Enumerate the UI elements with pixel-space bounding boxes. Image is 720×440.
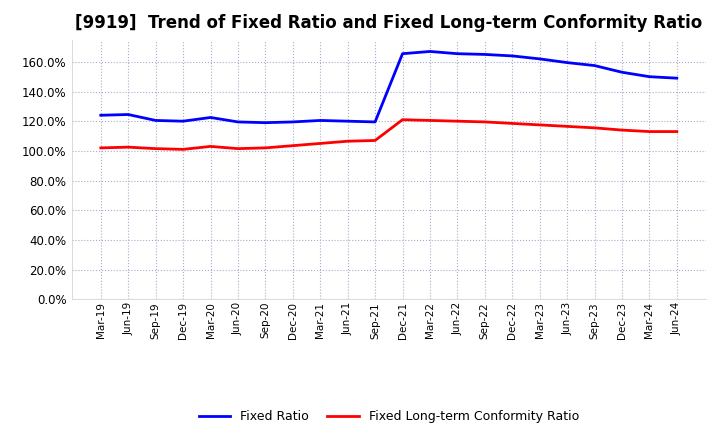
Line: Fixed Long-term Conformity Ratio: Fixed Long-term Conformity Ratio <box>101 120 677 149</box>
Fixed Long-term Conformity Ratio <box>590 125 599 131</box>
Fixed Ratio <box>179 118 187 124</box>
Title: [9919]  Trend of Fixed Ratio and Fixed Long-term Conformity Ratio: [9919] Trend of Fixed Ratio and Fixed Lo… <box>75 15 703 33</box>
Fixed Ratio <box>480 52 489 57</box>
Fixed Long-term Conformity Ratio <box>453 118 462 124</box>
Fixed Ratio <box>453 51 462 56</box>
Fixed Ratio <box>151 118 160 123</box>
Fixed Long-term Conformity Ratio <box>179 147 187 152</box>
Fixed Ratio <box>289 119 297 125</box>
Fixed Ratio <box>508 53 516 59</box>
Fixed Long-term Conformity Ratio <box>672 129 681 134</box>
Fixed Long-term Conformity Ratio <box>206 144 215 149</box>
Fixed Long-term Conformity Ratio <box>151 146 160 151</box>
Fixed Ratio <box>536 56 544 62</box>
Fixed Long-term Conformity Ratio <box>536 122 544 128</box>
Fixed Ratio <box>672 76 681 81</box>
Fixed Long-term Conformity Ratio <box>289 143 297 148</box>
Fixed Long-term Conformity Ratio <box>316 141 325 146</box>
Fixed Ratio <box>398 51 407 56</box>
Fixed Ratio <box>124 112 132 117</box>
Fixed Ratio <box>343 118 352 124</box>
Fixed Long-term Conformity Ratio <box>618 128 626 133</box>
Fixed Long-term Conformity Ratio <box>233 146 242 151</box>
Fixed Ratio <box>563 60 572 65</box>
Fixed Ratio <box>96 113 105 118</box>
Fixed Ratio <box>426 49 434 54</box>
Fixed Long-term Conformity Ratio <box>508 121 516 126</box>
Fixed Ratio <box>206 115 215 120</box>
Fixed Ratio <box>233 119 242 125</box>
Fixed Long-term Conformity Ratio <box>96 145 105 150</box>
Fixed Long-term Conformity Ratio <box>645 129 654 134</box>
Fixed Ratio <box>261 120 270 125</box>
Fixed Long-term Conformity Ratio <box>398 117 407 122</box>
Fixed Ratio <box>618 70 626 75</box>
Fixed Ratio <box>645 74 654 79</box>
Fixed Long-term Conformity Ratio <box>124 144 132 150</box>
Line: Fixed Ratio: Fixed Ratio <box>101 51 677 123</box>
Fixed Ratio <box>590 63 599 68</box>
Fixed Long-term Conformity Ratio <box>480 119 489 125</box>
Fixed Long-term Conformity Ratio <box>371 138 379 143</box>
Fixed Ratio <box>316 118 325 123</box>
Legend: Fixed Ratio, Fixed Long-term Conformity Ratio: Fixed Ratio, Fixed Long-term Conformity … <box>194 405 584 428</box>
Fixed Ratio <box>371 119 379 125</box>
Fixed Long-term Conformity Ratio <box>261 145 270 150</box>
Fixed Long-term Conformity Ratio <box>343 139 352 144</box>
Fixed Long-term Conformity Ratio <box>426 118 434 123</box>
Fixed Long-term Conformity Ratio <box>563 124 572 129</box>
